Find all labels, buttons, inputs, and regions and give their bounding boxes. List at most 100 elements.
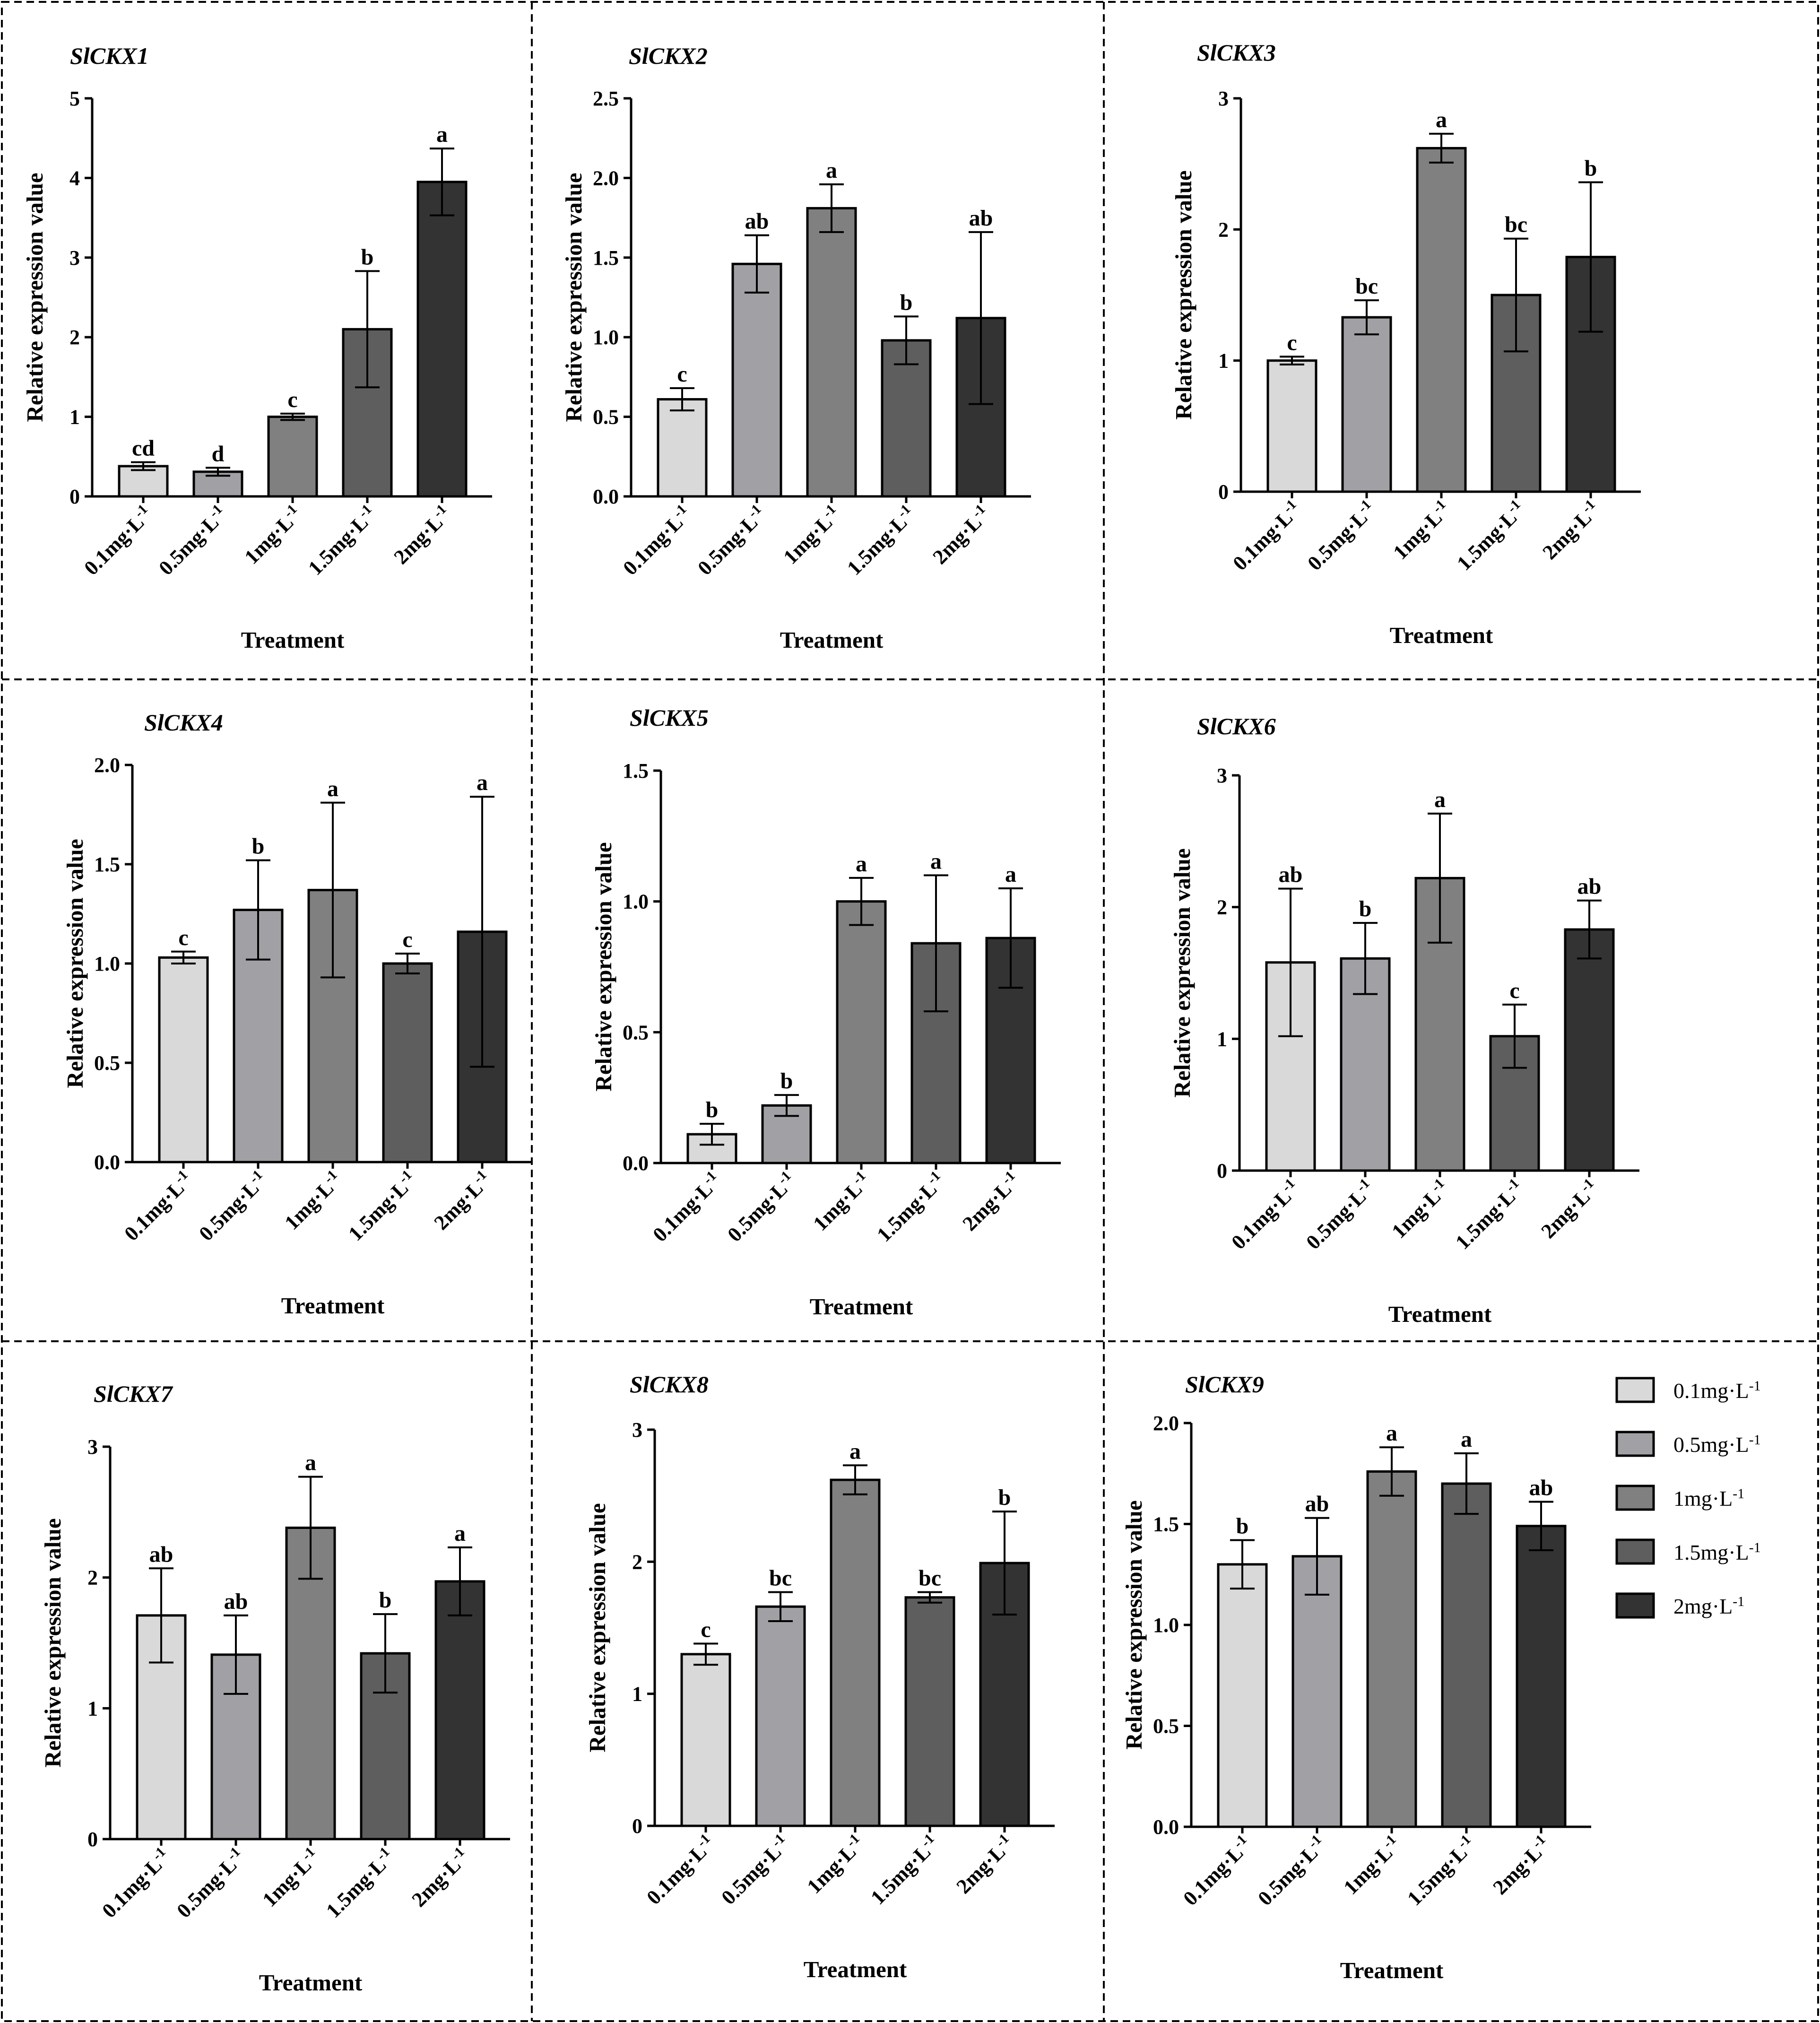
y-tick-label: 3	[632, 1418, 642, 1441]
significance-letter: a	[436, 122, 448, 147]
y-tick-label: 2	[69, 326, 80, 349]
x-axis-title: Treatment	[241, 627, 345, 653]
x-tick-label: 0.1mg·L-1	[96, 1844, 175, 1922]
significance-letter: b	[780, 1068, 793, 1094]
significance-letter: ab	[149, 1542, 173, 1567]
significance-letter: c	[402, 927, 412, 952]
significance-letter: b	[361, 244, 374, 269]
significance-letter: ab	[224, 1589, 248, 1614]
bar-2	[1291, 1555, 1343, 1828]
chart-panel-9: SlCKX9 Relative expression value 0.0 0.5 1.0…	[1121, 1371, 1591, 1983]
significance-letter: a	[856, 851, 867, 877]
bar-2	[1341, 316, 1392, 493]
bar-4	[881, 339, 932, 498]
x-tick-label: 1mg·L-1	[1338, 1832, 1405, 1899]
bar-5	[434, 1580, 485, 1841]
legend-label: 0.5mg·L-1	[1673, 1432, 1761, 1457]
y-tick-label: 3	[69, 246, 80, 269]
y-tick-label: 0	[1217, 1159, 1227, 1182]
bar-3	[836, 900, 887, 1164]
x-tick-label: 0.5mg·L-1	[193, 1167, 272, 1245]
significance-letter: b	[1236, 1514, 1249, 1539]
x-axis-title: Treatment	[259, 1970, 363, 1996]
y-axis-title: Relative expression value	[1170, 170, 1196, 419]
significance-letter: ab	[1305, 1492, 1329, 1517]
bar-1	[680, 1653, 731, 1827]
x-tick-label: 0.5mg·L-1	[722, 1168, 800, 1246]
significance-letter: ab	[969, 206, 993, 231]
x-tick-label: 0.5mg·L-1	[1302, 496, 1380, 575]
significance-letter: c	[677, 362, 687, 387]
x-tick-label: 1mg·L-1	[1387, 496, 1455, 564]
significance-letter: b	[998, 1485, 1011, 1510]
x-tick-label: 1mg·L-1	[778, 501, 845, 569]
significance-letter: ab	[1577, 874, 1602, 899]
y-tick-label: 2.0	[1153, 1412, 1179, 1435]
chart-panel-8: SlCKX8 Relative expression value 0 1 2 3 c 0.1m…	[584, 1371, 1055, 1982]
significance-letter: a	[327, 776, 338, 801]
bar-3	[830, 1478, 881, 1827]
y-tick-label: 1.0	[593, 326, 619, 349]
y-axis-title: Relative expression value	[62, 839, 88, 1088]
x-tick-label: 0.1mg·L-1	[617, 501, 696, 580]
significance-letter: a	[454, 1521, 466, 1546]
y-tick-label: 0.5	[593, 406, 619, 429]
x-tick-label: 0.5mg·L-1	[692, 501, 771, 580]
x-tick-label: 1mg·L-1	[257, 1844, 324, 1911]
x-tick-label: 2mg·L-1	[1537, 496, 1604, 564]
significance-letter: bc	[769, 1566, 792, 1591]
x-tick-label: 0.5mg·L-1	[716, 1831, 794, 1909]
x-tick-label: 2mg·L-1	[927, 501, 995, 569]
x-tick-label: 0.5mg·L-1	[153, 501, 232, 580]
legend-swatch	[1615, 1592, 1655, 1619]
x-axis-title: Treatment	[1388, 1301, 1492, 1327]
bar-4	[904, 1596, 955, 1827]
y-tick-label: 1	[632, 1683, 642, 1706]
legend-swatch	[1615, 1377, 1655, 1403]
y-tick-label: 0	[632, 1815, 642, 1838]
y-tick-label: 1	[87, 1697, 98, 1720]
significance-letter: ab	[1529, 1476, 1553, 1501]
x-tick-label: 1.5mg·L-1	[841, 501, 920, 580]
panel-title: SlCKX1	[70, 43, 149, 69]
y-tick-label: 4	[69, 166, 80, 190]
y-tick-label: 0.5	[94, 1051, 120, 1075]
x-tick-label: 2mg·L-1	[388, 501, 456, 569]
legend-label: 2mg·L-1	[1673, 1594, 1744, 1619]
significance-letter: ab	[1279, 862, 1303, 887]
x-tick-label: 2mg·L-1	[406, 1844, 474, 1911]
y-tick-label: 3	[1218, 87, 1229, 110]
x-tick-label: 0.1mg·L-1	[641, 1831, 719, 1909]
x-tick-label: 2mg·L-1	[957, 1168, 1024, 1235]
y-tick-label: 1.0	[623, 890, 649, 913]
x-tick-label: 1.5mg·L-1	[871, 1168, 950, 1246]
significance-letter: a	[1434, 787, 1446, 812]
x-tick-label: 2mg·L-1	[1535, 1175, 1603, 1243]
bar-1	[158, 956, 209, 1163]
significance-letter: c	[701, 1617, 711, 1642]
panel-title: SlCKX2	[629, 43, 708, 69]
bar-5	[1564, 928, 1615, 1172]
significance-letter: a	[849, 1439, 861, 1464]
y-tick-label: 1	[1218, 349, 1229, 373]
significance-letter: a	[477, 770, 488, 795]
y-tick-label: 0	[1218, 480, 1229, 504]
y-tick-label: 2	[87, 1566, 98, 1589]
x-tick-label: 1.5mg·L-1	[303, 501, 381, 580]
x-tick-label: 1mg·L-1	[239, 501, 306, 569]
y-tick-label: 0.0	[1153, 1815, 1179, 1839]
x-axis-title: Treatment	[1340, 1957, 1444, 1983]
significance-letter: a	[1005, 862, 1016, 887]
legend-label: 1mg·L-1	[1673, 1486, 1744, 1511]
y-tick-label: 0	[69, 485, 80, 508]
significance-letter: a	[1461, 1427, 1472, 1452]
y-axis-title: Relative expression value	[1121, 1500, 1147, 1749]
bar-2	[755, 1605, 806, 1827]
significance-letter: a	[930, 849, 942, 874]
panel-title: SlCKX4	[144, 709, 223, 736]
legend-swatch	[1615, 1431, 1655, 1457]
panel-title: SlCKX5	[630, 704, 709, 731]
